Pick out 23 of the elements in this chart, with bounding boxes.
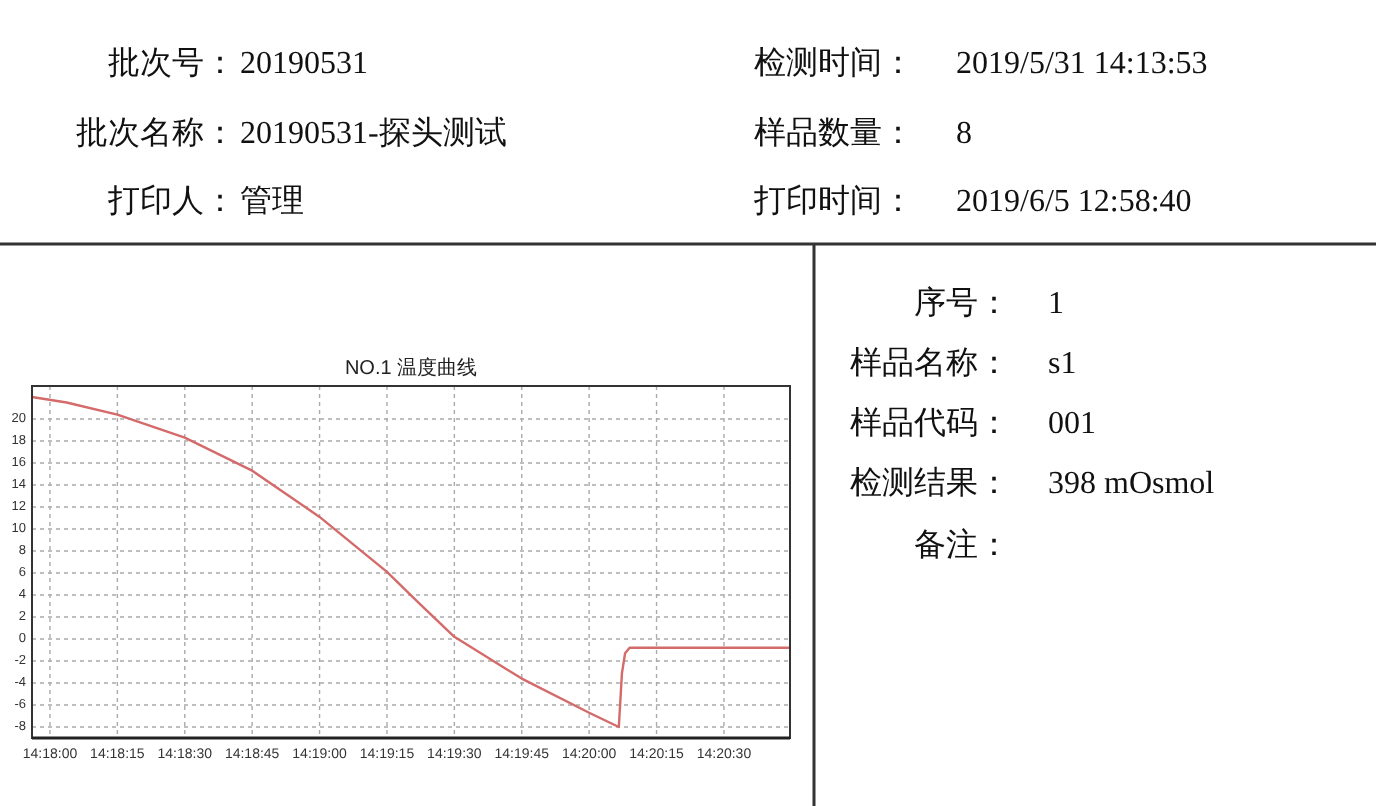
text: 备注：: [914, 527, 1010, 564]
text: 批次名称：: [76, 117, 236, 152]
text: 样品代码：: [850, 405, 1010, 442]
text: 样品名称：: [850, 345, 1010, 382]
text: 管理: [240, 185, 304, 220]
text: 8: [956, 117, 972, 152]
text: 001: [1048, 407, 1096, 442]
text: 检测时间：: [754, 45, 914, 82]
text: 20190531: [240, 47, 368, 82]
chart-title: NO.1 温度曲线: [344, 356, 478, 380]
text: 2019/5/31 14:13:53: [956, 47, 1208, 82]
line-series: [30, 395, 792, 729]
text: 批次号：: [108, 47, 236, 82]
text: 1: [1048, 287, 1064, 322]
text: 检测结果：: [850, 465, 1010, 502]
text: 2019/6/5 12:58:40: [956, 185, 1192, 220]
text: 20190531-探头测试: [240, 115, 507, 152]
text: 打印人：: [106, 183, 236, 220]
text: s1: [1048, 347, 1077, 382]
text: 序号：: [914, 285, 1010, 322]
text: 样品数量：: [754, 115, 914, 152]
text: 398 mOsmol: [1048, 467, 1216, 502]
text: 打印时间：: [752, 183, 914, 220]
